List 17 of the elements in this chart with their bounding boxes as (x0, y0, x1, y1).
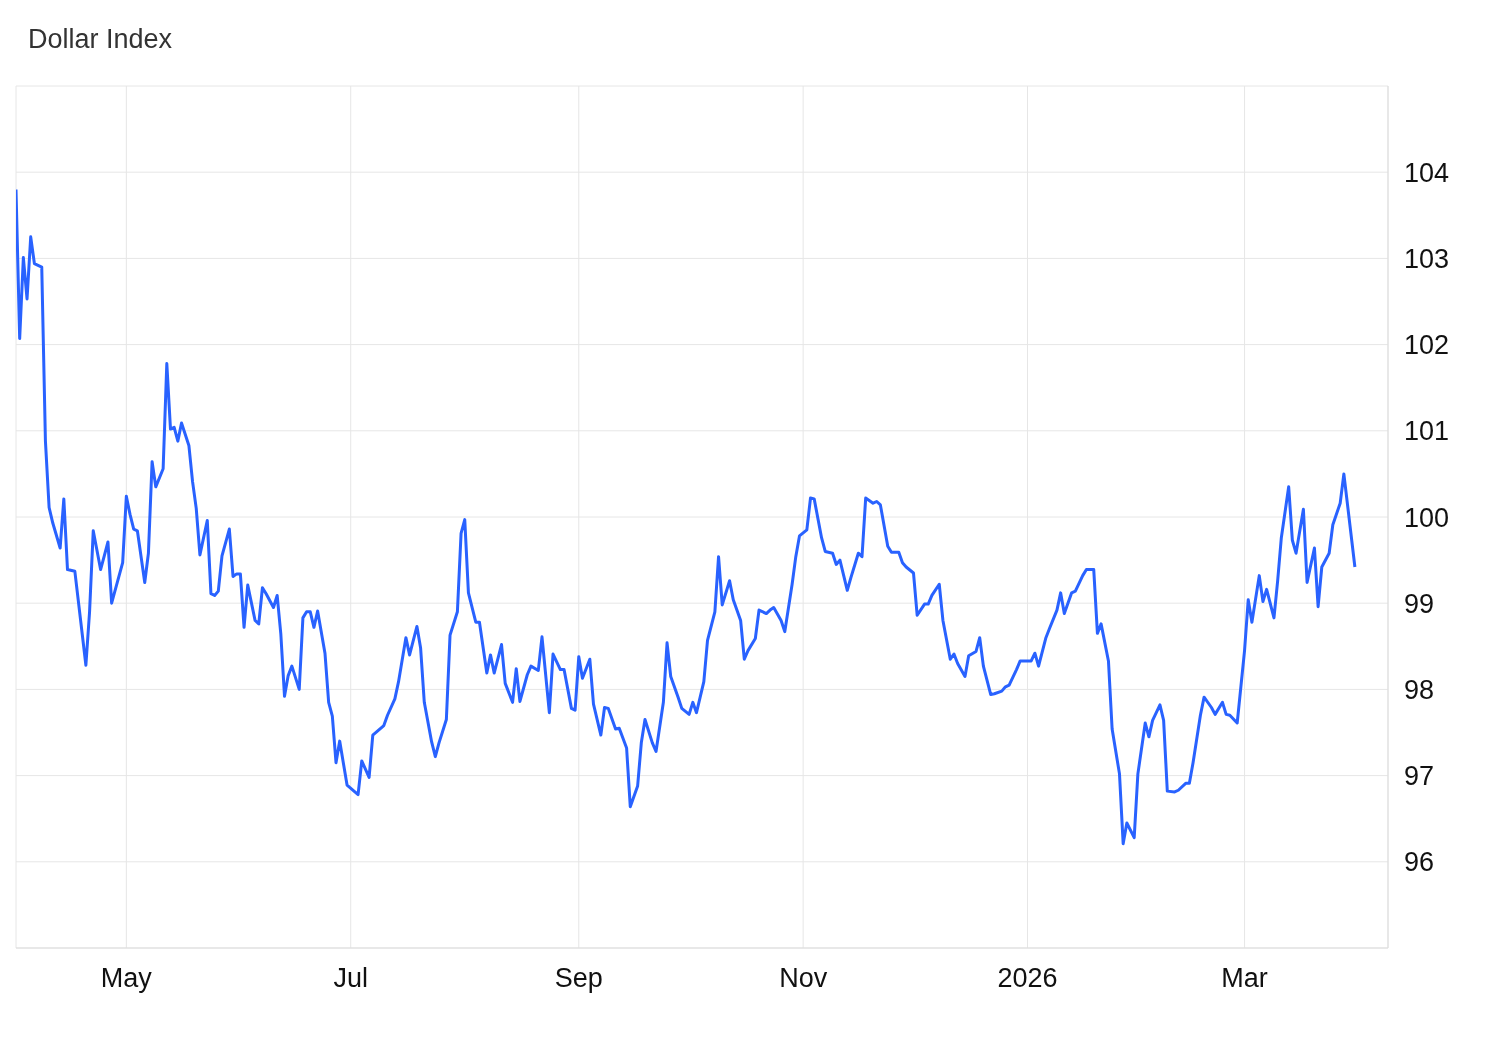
x-tick-label: 2026 (997, 963, 1058, 994)
y-tick-label: 96 (1404, 847, 1435, 878)
line-series (16, 187, 1357, 846)
y-tick-label: 98 (1404, 674, 1435, 705)
y-tick-label: 101 (1404, 416, 1450, 447)
y-tick-label: 99 (1404, 588, 1435, 619)
y-tick-label: 100 (1404, 502, 1450, 533)
x-tick-label: Mar (1221, 963, 1268, 994)
y-tick-label: 97 (1404, 761, 1435, 792)
y-tick-label: 103 (1404, 243, 1450, 274)
x-tick-label: Sep (554, 963, 603, 994)
x-tick-label: May (100, 963, 153, 994)
y-tick-label: 102 (1404, 330, 1450, 361)
x-tick-label: Nov (779, 963, 828, 994)
y-tick-label: 104 (1404, 157, 1450, 188)
x-tick-label: Jul (333, 963, 368, 994)
chart-title: Dollar Index (27, 23, 174, 56)
